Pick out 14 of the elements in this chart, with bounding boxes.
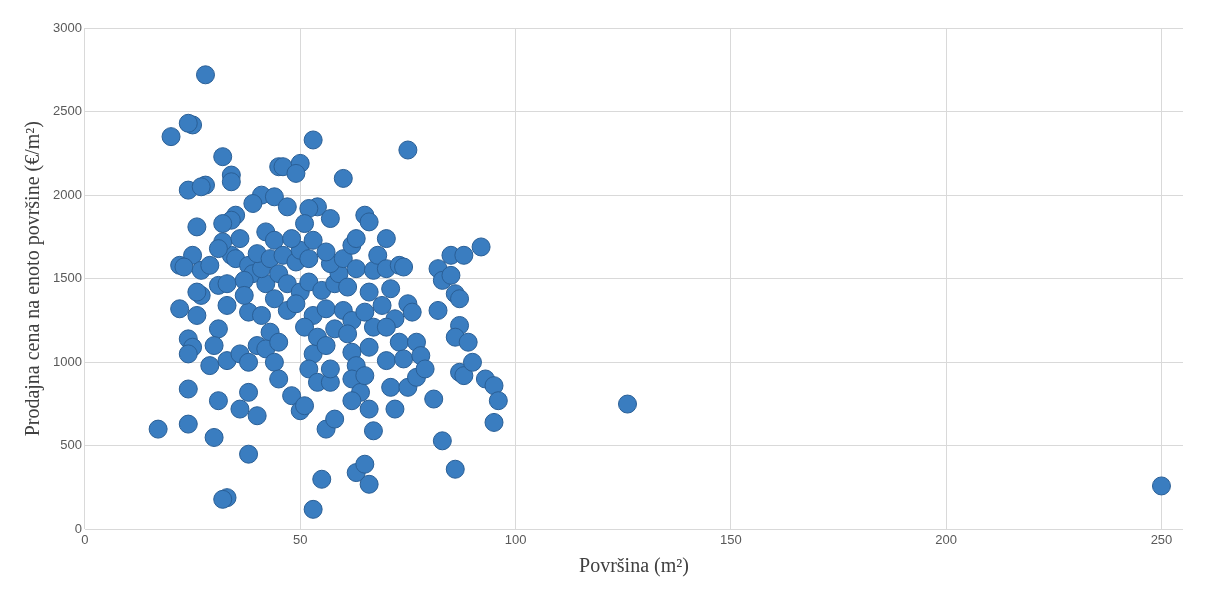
x-tick-label: 150 [720,531,742,547]
y-tick-label: 1000 [53,353,82,369]
x-tick-label: 250 [1150,531,1173,547]
y-tick-label: 3000 [53,19,82,35]
x-axis-title: Površina (m²) [579,554,689,578]
y-tick-label: 0 [74,520,82,536]
x-tick-label: 50 [293,531,308,547]
y-axis-title: Prodajna cena na enoto površine (€/m²) [21,121,45,437]
x-tick-label: 100 [504,531,527,547]
x-tick-label: 200 [935,531,958,547]
y-tick-label: 1500 [53,270,82,286]
y-tick-label: 2000 [53,186,82,202]
y-tick-label: 500 [60,437,82,453]
y-tick-label: 2500 [53,103,82,119]
